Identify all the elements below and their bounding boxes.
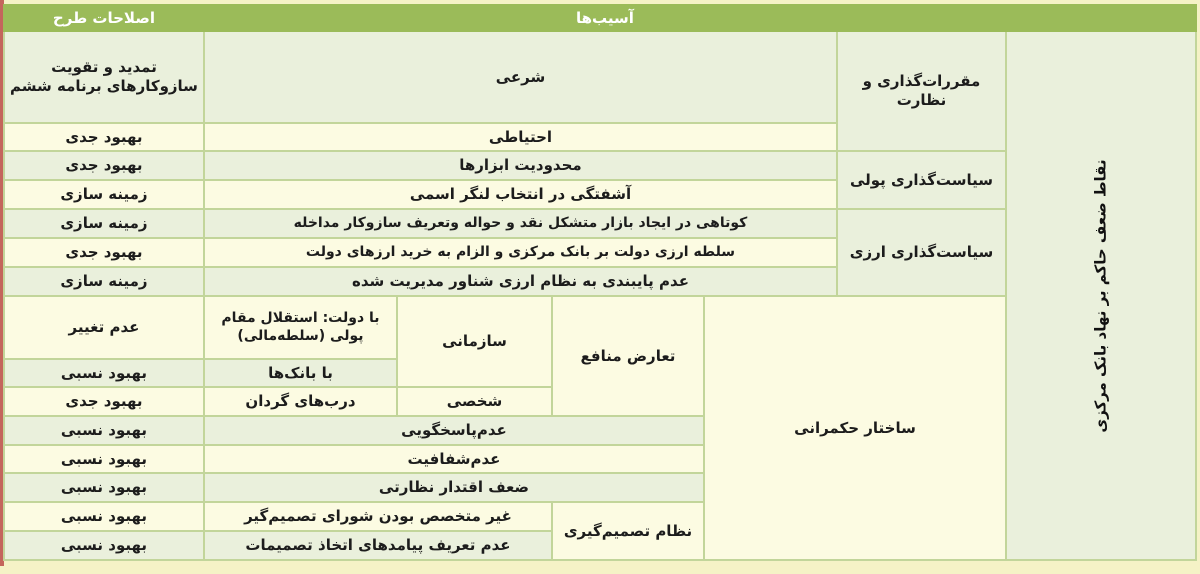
reform-cell: بهبود نسبی <box>2 472 205 503</box>
table-row: نقاط ضعف حاکم بر نهاد بانک مرکزی مقررات‌… <box>2 30 1197 561</box>
issue-cell: محدودیت ابزارها <box>202 150 839 181</box>
issue-cell: با دولت: استقلال مقام پولی (سلطه‌مالی) <box>202 295 399 360</box>
reform-cell: بهبود نسبی <box>2 501 205 532</box>
table-row: ضعف اقتدار نظارتی بهبود نسبی <box>2 472 1196 503</box>
issue-cell: عدم‌شفافیت <box>202 444 706 474</box>
reform-cell: بهبود نسبی <box>2 530 205 561</box>
table-row: با بانک‌ها بهبود نسبی <box>2 358 1196 388</box>
reform-cell: زمینه سازی <box>2 208 205 239</box>
issue-cell: غیر متخصص بودن شورای تصمیم‌گیر <box>202 501 554 532</box>
reform-cell: عدم تغییر <box>2 295 205 360</box>
issue-cell: عدم‌پاسخگویی <box>202 415 706 446</box>
table-row: احتیاطی بهبود جدی <box>2 122 1196 152</box>
table-row: ساختار حکمرانی تعارض منافع سازمانی با دو… <box>2 295 1196 561</box>
table-row: سیاست‌گذاری پولی محدودیت ابزارها بهبود ج… <box>2 150 1196 210</box>
issue-cell: با بانک‌ها <box>202 358 399 388</box>
category-cell-currency: سیاست‌گذاری ارزی <box>836 208 1007 297</box>
side-label: نقاط ضعف حاکم بر نهاد بانک مرکزی <box>1091 158 1110 433</box>
side-vertical-cell: نقاط ضعف حاکم بر نهاد بانک مرکزی <box>1005 30 1197 561</box>
page-left-edge-stripe <box>0 0 4 566</box>
issue-cell: عدم تعریف پیامدهای اتخاذ تصمیمات <box>202 530 554 561</box>
reform-cell: بهبود جدی <box>2 150 205 181</box>
category-cell-monetary: سیاست‌گذاری پولی <box>836 150 1007 210</box>
reform-cell: بهبود جدی <box>2 386 205 417</box>
weaknesses-table: آسیب‌ها اصلاحات طرح نقاط ضعف حاکم بر نها… <box>2 4 1197 561</box>
reform-cell: تمدید و تقویت سازوکارهای برنامه ششم <box>2 30 205 124</box>
table-row: عدم پایبندی به نظام ارزی شناور مدیریت شد… <box>2 266 1196 297</box>
subcategory-cell-conflict: تعارض منافع <box>551 295 705 417</box>
reform-cell: بهبود جدی <box>2 237 205 268</box>
reform-cell: بهبود جدی <box>2 122 205 152</box>
harms-header: آسیب‌ها <box>202 4 1008 32</box>
reform-cell: زمینه سازی <box>2 179 205 210</box>
table-row: سلطه ارزی دولت بر بانک مرکزی و الزام به … <box>2 237 1196 268</box>
reform-cell: زمینه سازی <box>2 266 205 297</box>
table-row: عدم تعریف پیامدهای اتخاذ تصمیمات بهبود ن… <box>2 530 1196 561</box>
table-row: سیاست‌گذاری ارزی کوتاهی در ایجاد بازار م… <box>2 208 1196 297</box>
header-side-spacer <box>1005 4 1197 32</box>
issue-cell: ضعف اقتدار نظارتی <box>202 472 706 503</box>
issue-cell: کوتاهی در ایجاد بازار متشکل نقد و حواله … <box>202 208 839 239</box>
reform-cell: بهبود نسبی <box>2 444 205 474</box>
issue-cell: احتیاطی <box>202 122 839 152</box>
issue-cell: آشفتگی در انتخاب لنگر اسمی <box>202 179 839 210</box>
table-row: نظام تصمیم‌گیری غیر متخصص بودن شورای تصم… <box>2 501 1196 561</box>
issue-cell: شرعی <box>202 30 839 124</box>
issue-cell: درب‌های گردان <box>202 386 399 417</box>
table-row: عدم‌شفافیت بهبود نسبی <box>2 444 1196 474</box>
reform-cell: بهبود نسبی <box>2 415 205 446</box>
issue-cell: عدم پایبندی به نظام ارزی شناور مدیریت شد… <box>202 266 839 297</box>
reforms-header: اصلاحات طرح <box>2 4 205 32</box>
table-row: آشفتگی در انتخاب لنگر اسمی زمینه سازی <box>2 179 1196 210</box>
header-row: آسیب‌ها اصلاحات طرح <box>2 4 1197 32</box>
table-row: شخصی درب‌های گردان بهبود جدی <box>2 386 1196 417</box>
reform-cell: بهبود نسبی <box>2 358 205 388</box>
issue-cell: سلطه ارزی دولت بر بانک مرکزی و الزام به … <box>202 237 839 268</box>
subcategory-cell-personal: شخصی <box>396 386 553 417</box>
subcategory-cell-organizational: سازمانی <box>396 295 553 388</box>
category-cell-regulation: مقررات‌گذاری و نظارت <box>836 30 1007 152</box>
category-cell-governance: ساختار حکمرانی <box>703 295 1007 561</box>
subcategory-cell-decision-system: نظام تصمیم‌گیری <box>551 501 705 561</box>
table-row: عدم‌پاسخگویی بهبود نسبی <box>2 415 1196 446</box>
